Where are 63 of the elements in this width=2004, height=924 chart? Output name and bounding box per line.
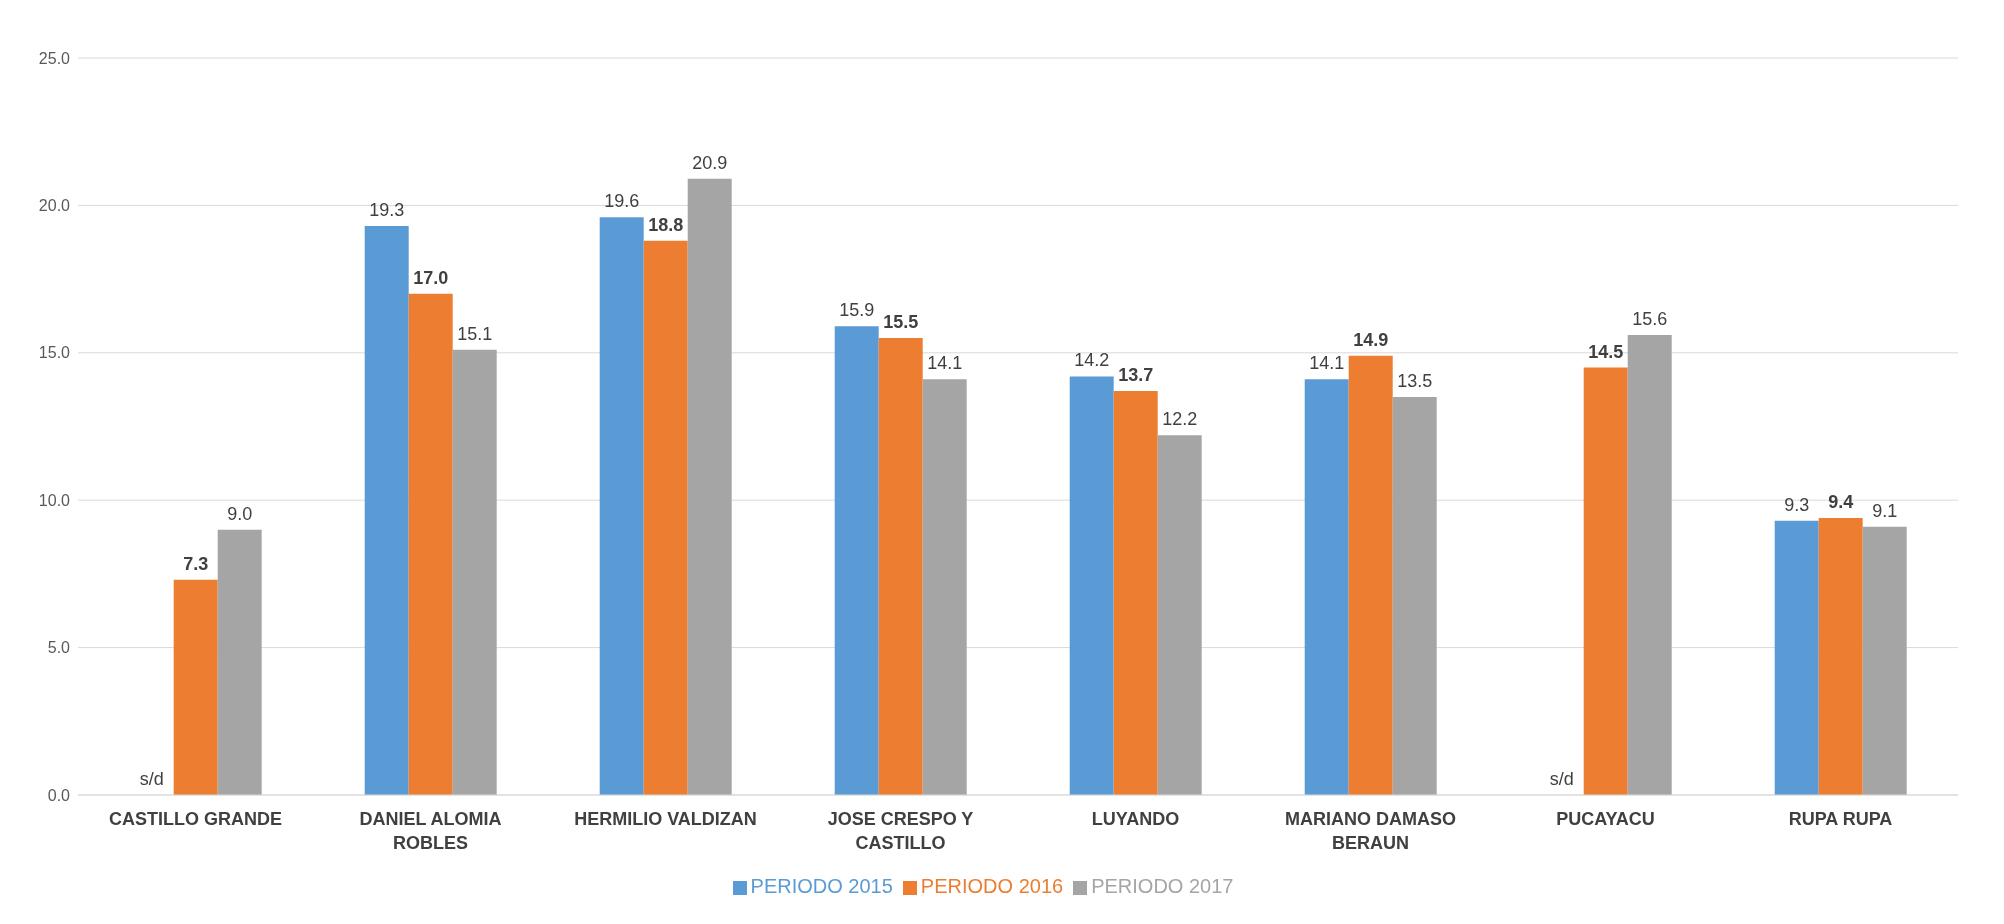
bar: [1862, 526, 1907, 795]
x-tick-label: DANIEL ALOMIA ROBLES: [359, 809, 502, 853]
data-label: 12.2: [1162, 409, 1198, 430]
y-tick-label: 25.0: [38, 49, 71, 67]
y-tick-label: 0.0: [47, 786, 71, 804]
y-tick-label: 10.0: [38, 491, 71, 509]
bar: [364, 226, 409, 795]
bar: [1392, 397, 1437, 795]
bar: [599, 217, 644, 795]
text: s/d: [1549, 769, 1574, 789]
x-tick-label: PUCAYACU: [1556, 809, 1655, 829]
data-label: 19.6: [604, 191, 640, 212]
data-label: 9.0: [227, 503, 253, 524]
legend-label: PERIODO 2015: [750, 875, 893, 897]
data-label: 14.9: [1353, 329, 1389, 350]
bar: [1304, 379, 1349, 795]
data-label: 14.2: [1074, 350, 1110, 371]
bar: [834, 326, 879, 795]
data-label: 15.5: [883, 312, 919, 333]
bar: [408, 293, 453, 795]
data-label: 14.1: [927, 353, 963, 374]
legend-label: PERIODO 2016: [920, 875, 1064, 897]
x-tick-label: MARIANO DAMASO BERAUN: [1285, 809, 1456, 853]
bar: [1069, 376, 1114, 795]
bar: [217, 529, 262, 795]
data-label: 9.4: [1828, 491, 1854, 512]
data-label: 7.3: [183, 553, 209, 574]
data-label: 17.0: [413, 267, 449, 288]
bar: [687, 178, 732, 795]
x-tick-label: HERMILIO VALDIZAN: [574, 809, 757, 829]
bar: [452, 349, 497, 795]
data-label: 9.3: [1784, 494, 1810, 515]
bar: [1157, 435, 1202, 795]
bar: [1113, 391, 1158, 795]
data-label: 14.1: [1309, 353, 1345, 374]
bar: [643, 240, 688, 795]
x-tick-label: RUPA RUPA: [1788, 809, 1893, 829]
data-label: 15.6: [1632, 309, 1668, 330]
y-tick-label: 5.0: [47, 639, 71, 657]
y-tick-label: 15.0: [38, 344, 71, 362]
y-tick-label: 20.0: [38, 197, 71, 215]
data-label: 19.3: [369, 200, 405, 221]
data-label: 13.5: [1397, 371, 1433, 392]
x-tick-label: JOSE CRESPO Y CASTILLO: [827, 809, 974, 853]
data-label: 18.8: [648, 214, 684, 235]
data-label: 15.1: [457, 323, 493, 344]
data-label: 15.9: [839, 300, 875, 321]
bar: [1348, 355, 1393, 795]
bar: [1583, 367, 1628, 795]
x-tick-label: LUYANDO: [1091, 809, 1180, 829]
data-label: 20.9: [692, 152, 728, 173]
data-label: 13.7: [1118, 365, 1154, 386]
bar: [173, 579, 218, 795]
bar: [878, 338, 923, 795]
bar: [1774, 520, 1819, 795]
text: s/d: [139, 769, 164, 789]
data-label: 9.1: [1872, 500, 1898, 521]
legend-label: PERIODO 2017: [1091, 875, 1234, 897]
bar: [922, 379, 967, 795]
bar: [1627, 335, 1672, 795]
bar: [1818, 517, 1863, 795]
data-label: 14.5: [1588, 341, 1624, 362]
x-tick-label: CASTILLO GRANDE: [109, 809, 282, 829]
